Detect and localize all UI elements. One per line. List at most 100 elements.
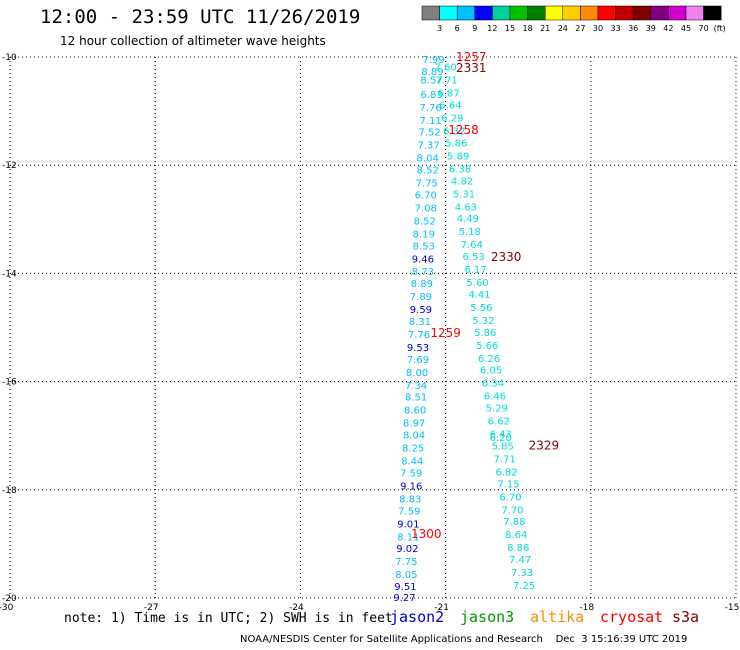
wave-height-label: 7.59: [398, 506, 420, 517]
y-tick-label: -14: [2, 269, 17, 279]
wave-height-label: 6.26: [478, 354, 500, 365]
axis-ticks: -30 -27 -24 -21 -18 -15 -10 -12 -14 -16 -18 -20: [0, 53, 739, 613]
wave-height-label: 9.02: [396, 544, 418, 555]
colorbar-swatch: [580, 5, 599, 21]
wave-height-label: 5.18: [459, 227, 481, 238]
colorbar-label: 21: [540, 24, 550, 33]
colorbar-swatch: [456, 5, 476, 21]
wave-height-label: 9.46: [412, 254, 434, 265]
wave-height-label: 7.69: [407, 355, 429, 366]
colorbar-label: 15: [505, 24, 515, 33]
legend-jason3: jason3: [460, 608, 515, 626]
wave-height-label: 6.70: [499, 492, 521, 503]
colorbar-swatch: [509, 5, 528, 21]
wave-height-label: 7.37: [418, 141, 440, 152]
wave-height-label: 8.52: [414, 216, 436, 227]
colorbar-swatch: [615, 5, 634, 21]
wave-height-label: 5.29: [486, 404, 508, 415]
wave-height-label: 7.71: [494, 454, 516, 465]
footer-credit: NOAA/NESDIS Center for Satellite Applica…: [240, 634, 688, 645]
wave-height-label: 8.04: [417, 154, 439, 165]
wave-height-label: 5.31: [453, 189, 475, 200]
page-title: 12:00 - 23:59 UTC 11/26/2019: [40, 6, 361, 28]
wave-height-label: 9.01: [397, 519, 419, 530]
colorbar-label: 70: [699, 24, 709, 33]
time-label: 2331: [456, 61, 487, 75]
colorbar-label: 3: [437, 24, 442, 33]
footer-note: note: 1) Time is in UTC; 2) SWH is in fe…: [64, 611, 393, 626]
wave-height-label: 5.86: [445, 138, 467, 149]
wave-height-label: 7.59: [400, 468, 422, 479]
colorbar-swatch: [650, 5, 669, 21]
wave-height-label: 8.73: [412, 267, 434, 278]
wave-height-label: 7.75: [395, 557, 417, 568]
wave-height-label: 7.60: [434, 63, 456, 74]
wave-height-label: 8.89: [411, 279, 433, 290]
colorbar-swatch: [685, 5, 704, 21]
colorbar-swatch: [544, 5, 564, 21]
wave-height-label: 7.64: [461, 240, 483, 251]
colorbar-label: 33: [611, 24, 621, 33]
wave-height-label: 9.51: [394, 582, 416, 593]
wave-height-label: 5.86: [474, 328, 496, 339]
wave-height-label: 6.53: [463, 252, 485, 263]
colorbar-label: 6: [455, 24, 460, 33]
wave-height-label: 5.89: [447, 151, 469, 162]
wave-height-label: 5.85: [492, 441, 514, 452]
wave-height-label: 6.64: [439, 101, 461, 112]
wave-height-label: 8.25: [402, 444, 424, 455]
time-label: 2329: [529, 438, 560, 452]
x-tick-label: -27: [144, 603, 159, 613]
wave-height-label: 8.60: [404, 406, 426, 417]
wave-height-label: 6.38: [449, 164, 471, 175]
wave-height-label: 6.70: [415, 190, 437, 201]
wave-height-label: 7.11: [419, 116, 441, 127]
colorbar-label: 12: [487, 24, 497, 33]
colorbar-swatch: [527, 5, 546, 21]
x-tick-label: -21: [434, 603, 449, 613]
wave-height-label: 9.27: [393, 593, 415, 604]
wave-height-label: 5.32: [472, 316, 494, 327]
wave-height-label: 4.41: [468, 290, 490, 301]
wave-height-label: 7.99: [422, 55, 444, 66]
wave-height-label: 7.71: [435, 76, 457, 87]
colorbar-swatch: [668, 5, 687, 21]
wave-height-label: 7.88: [503, 517, 525, 528]
y-tick-label: -20: [2, 594, 17, 604]
wave-height-label: 8.57: [420, 76, 442, 87]
legend-s3a: s3a: [672, 608, 700, 626]
wave-height-label: 7.52: [418, 128, 440, 139]
wave-height-label: 9.16: [400, 481, 422, 492]
wave-height-label: 7.76: [408, 330, 430, 341]
wave-height-label: 8.31: [409, 317, 431, 328]
wave-height-label: 8.83: [399, 494, 421, 505]
wave-height-label: 4.49: [457, 214, 479, 225]
y-tick-label: -10: [2, 53, 17, 63]
wave-height-label: 8.04: [403, 431, 425, 442]
colorbar-swatch: [597, 5, 616, 21]
wave-height-label: 6.32: [443, 127, 465, 138]
colorbar-label: 42: [663, 24, 673, 33]
wave-height-label: 8.86: [507, 543, 529, 554]
wave-height-label: 8.52: [417, 166, 439, 177]
wave-height-label: 8.53: [413, 241, 435, 252]
colorbar-label: 18: [523, 24, 533, 33]
y-tick-label: -16: [2, 378, 17, 388]
colorbar-label: 30: [593, 24, 603, 33]
wave-height-label: 9.59: [410, 305, 432, 316]
time-label: 1258: [448, 123, 479, 137]
colorbar-label: 27: [575, 24, 585, 33]
wave-height-label: 8.19: [413, 229, 435, 240]
wave-height-label: 6.82: [495, 467, 517, 478]
wave-height-label: 6.29: [441, 114, 463, 125]
wave-height-label: 8.00: [406, 368, 428, 379]
colorbar-swatch: [703, 5, 722, 21]
wave-height-label: 5.60: [466, 278, 488, 289]
wave-height-label: 8.97: [403, 419, 425, 430]
legend-cryosat: cryosat: [600, 608, 664, 626]
colorbar-label: 45: [681, 24, 691, 33]
wave-height-label: 7.34: [405, 381, 427, 392]
grid-layer: [9, 56, 737, 599]
wave-height-label: 7.15: [497, 479, 519, 490]
time-label: 1259: [430, 326, 461, 340]
